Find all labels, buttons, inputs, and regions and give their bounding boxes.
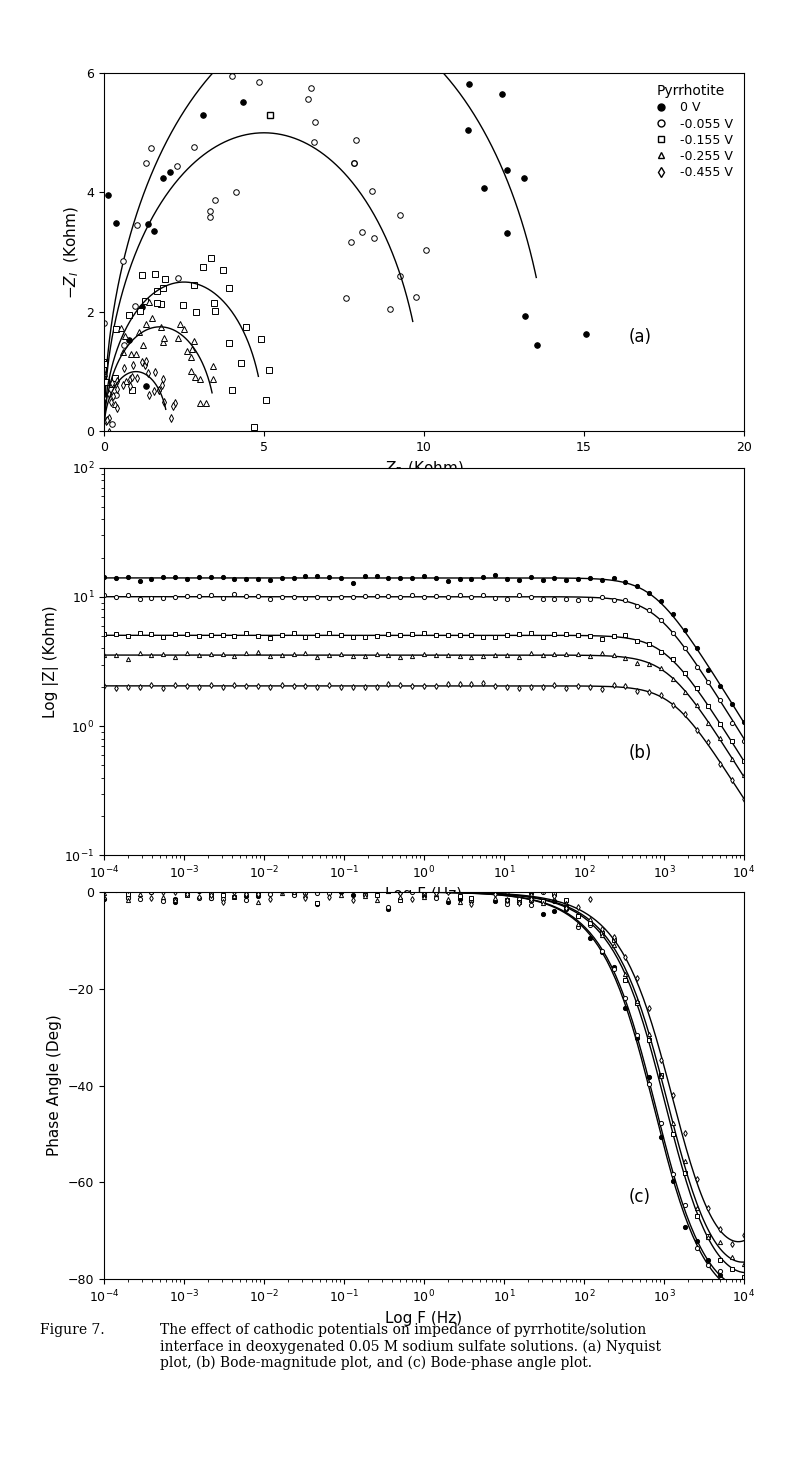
Text: (c): (c)	[629, 1187, 651, 1206]
X-axis label: Log F (Hz): Log F (Hz)	[386, 887, 462, 902]
Text: (b): (b)	[629, 744, 652, 762]
Text: (a): (a)	[629, 327, 652, 345]
Text: Figure 7.: Figure 7.	[40, 1323, 105, 1338]
Y-axis label: Log |Z| (Kohm): Log |Z| (Kohm)	[42, 605, 58, 718]
Text: The effect of cathodic potentials on impedance of pyrrhotite/solution
interface : The effect of cathodic potentials on imp…	[160, 1323, 661, 1370]
X-axis label: $Z_R$ (Kohm): $Z_R$ (Kohm)	[384, 459, 464, 478]
Legend: 0 V, -0.055 V, -0.155 V, -0.255 V, -0.455 V: 0 V, -0.055 V, -0.155 V, -0.255 V, -0.45…	[643, 79, 738, 184]
Y-axis label: $-Z_I$  (Kohm): $-Z_I$ (Kohm)	[62, 206, 81, 298]
X-axis label: Log F (Hz): Log F (Hz)	[386, 1311, 462, 1326]
Y-axis label: Phase Angle (Deg): Phase Angle (Deg)	[47, 1015, 62, 1156]
